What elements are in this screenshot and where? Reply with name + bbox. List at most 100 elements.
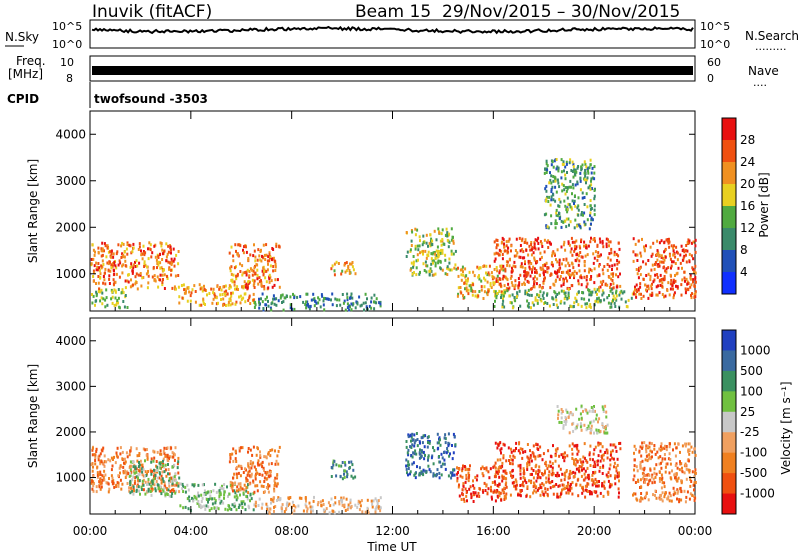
scatter-cell: [253, 281, 256, 285]
scatter-cell: [244, 244, 247, 248]
scatter-cell: [638, 292, 641, 296]
scatter-cell: [580, 213, 583, 217]
scatter-cell: [533, 246, 536, 250]
scatter-cell: [584, 302, 587, 306]
scatter-cell: [546, 467, 549, 471]
scatter-cell: [292, 292, 294, 296]
scatter-cell: [526, 279, 529, 283]
scatter-cell: [178, 295, 181, 299]
scatter-cell: [563, 240, 566, 244]
scatter-cell: [124, 294, 127, 297]
scatter-cell: [511, 266, 513, 270]
scatter-cell: [668, 237, 670, 241]
scatter-cell: [267, 474, 270, 478]
scatter-cell: [132, 469, 135, 473]
scatter-cell: [501, 267, 504, 271]
scatter-cell: [534, 457, 537, 461]
scatter-cell: [568, 412, 571, 416]
scatter-cell: [293, 307, 296, 311]
scatter-cell: [105, 481, 108, 485]
scatter-cell: [345, 261, 348, 265]
scatter-cell: [234, 243, 237, 247]
scatter-cell: [91, 243, 94, 247]
scatter-cell: [220, 298, 222, 301]
scatter-cell: [529, 456, 532, 460]
scatter-cell: [604, 283, 607, 287]
scatter-cell: [446, 238, 449, 242]
scatter-cell: [253, 465, 256, 469]
scatter-cell: [585, 285, 588, 289]
scatter-cell: [561, 410, 564, 413]
scatter-cell: [481, 489, 484, 492]
scatter-cell: [556, 214, 559, 218]
scatter-cell: [585, 408, 588, 412]
scatter-cell: [450, 238, 453, 242]
colorbar-swatch: [722, 432, 736, 454]
scatter-cell: [618, 260, 621, 264]
scatter-cell: [507, 239, 510, 243]
scatter-cell: [412, 451, 415, 455]
scatter-cell: [545, 464, 548, 467]
scatter-cell: [502, 238, 505, 242]
scatter-cell: [496, 484, 499, 487]
scatter-cell: [510, 270, 513, 274]
scatter-cell: [581, 291, 584, 294]
scatter-cell: [683, 471, 686, 475]
scatter-cell: [222, 297, 225, 301]
scatter-cell: [565, 189, 568, 193]
scatter-cell: [263, 285, 266, 288]
scatter-cell: [566, 279, 569, 283]
scatter-cell: [91, 462, 94, 466]
scatter-cell: [147, 247, 149, 251]
scatter-cell: [260, 281, 263, 285]
scatter-cell: [525, 481, 528, 485]
scatter-cell: [654, 262, 656, 266]
scatter-cell: [498, 465, 501, 469]
scatter-cell: [235, 472, 238, 476]
scatter-cell: [516, 483, 518, 487]
scatter-cell: [344, 270, 347, 274]
scatter-cell: [375, 499, 378, 503]
scatter-cell: [602, 484, 605, 488]
scatter-cell: [585, 278, 588, 282]
scatter-cell: [552, 444, 554, 448]
scatter-cell: [498, 289, 501, 293]
scatter-cell: [665, 445, 668, 448]
scatter-cell: [118, 466, 121, 470]
scatter-cell: [219, 293, 222, 297]
scatter-cell: [511, 468, 514, 472]
scatter-cell: [350, 262, 353, 266]
scatter-cell: [542, 281, 545, 285]
scatter-cell: [467, 292, 470, 296]
scatter-cell: [348, 460, 350, 464]
scatter-cell: [538, 454, 541, 458]
scatter-cell: [439, 267, 442, 271]
scatter-cell: [433, 229, 436, 233]
scatter-cell: [241, 446, 244, 450]
scatter-cell: [467, 479, 470, 483]
scatter-cell: [480, 279, 483, 283]
scatter-cell: [100, 266, 103, 270]
scatter-cell: [588, 304, 591, 308]
scatter-cell: [693, 498, 696, 502]
scatter-cell: [683, 254, 686, 258]
scatter-cell: [464, 487, 467, 491]
scatter-cell: [167, 468, 170, 471]
scatter-cell: [209, 496, 212, 500]
scatter-cell: [609, 286, 611, 289]
scatter-cell: [433, 473, 436, 477]
scatter-cell: [641, 445, 644, 449]
scatter-cell: [645, 450, 648, 454]
scatter-cell: [178, 490, 181, 494]
scatter-cell: [689, 285, 692, 289]
scatter-cell: [91, 453, 94, 457]
scatter-cell: [580, 255, 583, 259]
scatter-cell: [579, 458, 582, 462]
scatter-cell: [127, 472, 130, 475]
scatter-cell: [524, 270, 526, 274]
scatter-cell: [310, 510, 312, 514]
scatter-cell: [560, 289, 563, 293]
scatter-cell: [257, 248, 260, 252]
scatter-cell: [548, 195, 551, 199]
scatter-cell: [511, 462, 514, 466]
